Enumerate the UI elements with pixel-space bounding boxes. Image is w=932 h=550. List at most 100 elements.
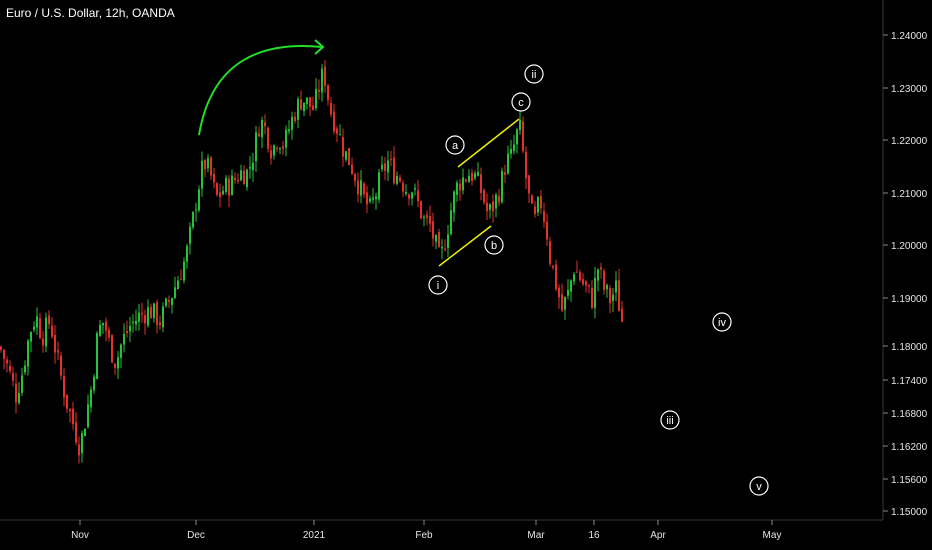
- candle-body: [246, 169, 248, 187]
- candle-body: [543, 211, 545, 222]
- candle-body: [195, 209, 197, 211]
- candle-body: [585, 281, 587, 286]
- candle-body: [231, 175, 233, 196]
- y-tick-label: 1.15600: [891, 475, 928, 486]
- candle-body: [600, 267, 602, 270]
- x-tick-label: Dec: [187, 530, 205, 541]
- candle-body: [558, 287, 560, 298]
- candle-body: [465, 179, 467, 181]
- candle-body: [387, 160, 389, 173]
- candle-body: [105, 321, 107, 331]
- candle-body: [480, 174, 482, 193]
- y-tick-label: 1.16200: [891, 442, 928, 453]
- candle-body: [207, 157, 209, 169]
- candle-body: [312, 105, 314, 110]
- candle-body: [15, 383, 17, 403]
- candle-body: [138, 312, 140, 322]
- candle-body: [198, 189, 200, 211]
- candle-body: [372, 197, 374, 200]
- candle-body: [525, 151, 527, 179]
- candle-body: [9, 366, 11, 372]
- candle-body: [93, 376, 95, 391]
- candle-body: [471, 172, 473, 181]
- arrow-head-icon: [314, 39, 325, 55]
- candle-body: [618, 280, 620, 312]
- y-tick-label: 1.19000: [891, 294, 928, 305]
- y-tick-label: 1.22000: [891, 136, 928, 147]
- candle-body: [555, 264, 557, 290]
- candle-body: [282, 146, 284, 149]
- candle-body: [177, 280, 179, 290]
- candle-body: [156, 302, 158, 325]
- candle-body: [144, 315, 146, 324]
- candle-body: [189, 226, 191, 244]
- wave-label: a: [452, 140, 459, 152]
- candle-body: [42, 338, 44, 346]
- candle-body: [249, 167, 251, 169]
- candle-body: [222, 190, 224, 195]
- candle-body: [423, 216, 425, 218]
- candle-body: [336, 128, 338, 134]
- candle-body: [27, 340, 29, 367]
- candle-body: [150, 307, 152, 319]
- wave-label: c: [518, 97, 524, 109]
- candle-body: [510, 149, 512, 154]
- candle-body: [63, 376, 65, 398]
- candle-body: [216, 183, 218, 196]
- candle-body: [591, 287, 593, 309]
- trend-arrow: [198, 45, 323, 136]
- candle-body: [327, 85, 329, 101]
- candle-body: [117, 357, 119, 369]
- candle-body: [123, 333, 125, 345]
- candle-body: [162, 306, 164, 328]
- candle-body: [267, 127, 269, 149]
- wave-label-circle: [660, 410, 680, 430]
- candle-body: [84, 428, 86, 437]
- candle-body: [420, 201, 422, 219]
- candle-body: [393, 157, 395, 184]
- candle-body: [33, 326, 35, 330]
- candle-body: [243, 170, 245, 185]
- candle-body: [288, 129, 290, 132]
- candle-body: [567, 289, 569, 296]
- candle-body: [552, 265, 554, 268]
- candle-body: [294, 116, 296, 122]
- y-tick-label: 1.16800: [891, 409, 928, 420]
- candle-body: [498, 195, 500, 203]
- candle-body: [240, 170, 242, 181]
- candle-body: [477, 171, 479, 176]
- candle-body: [357, 180, 359, 195]
- candle-body: [225, 177, 227, 192]
- wave-label: iv: [718, 317, 726, 329]
- candle-body: [264, 122, 266, 127]
- candle-body: [360, 180, 362, 196]
- candle-body: [237, 179, 239, 182]
- candle-body: [87, 404, 89, 427]
- wave-label-circle: [484, 235, 504, 255]
- candle-body: [576, 271, 578, 273]
- candle-body: [24, 365, 26, 373]
- x-tick-label: Nov: [71, 530, 89, 541]
- candle-body: [183, 261, 185, 281]
- candle-body: [75, 422, 77, 443]
- candle-body: [261, 120, 263, 138]
- candle-body: [234, 177, 236, 181]
- candle-body: [129, 325, 131, 332]
- candle-body: [192, 212, 194, 228]
- candle-body: [435, 235, 437, 242]
- candle-body: [621, 308, 623, 322]
- y-tick-label: 1.15000: [891, 507, 928, 518]
- candle-body: [363, 183, 365, 195]
- candle-body: [546, 221, 548, 240]
- candle-body: [438, 232, 440, 248]
- wave-label-circle: [749, 476, 769, 496]
- candle-body: [462, 177, 464, 191]
- candle-body: [459, 183, 461, 191]
- candle-body: [495, 194, 497, 209]
- y-tick-label: 1.20000: [891, 241, 928, 252]
- candle-body: [405, 192, 407, 194]
- candle-body: [399, 177, 401, 182]
- candle-body: [402, 183, 404, 192]
